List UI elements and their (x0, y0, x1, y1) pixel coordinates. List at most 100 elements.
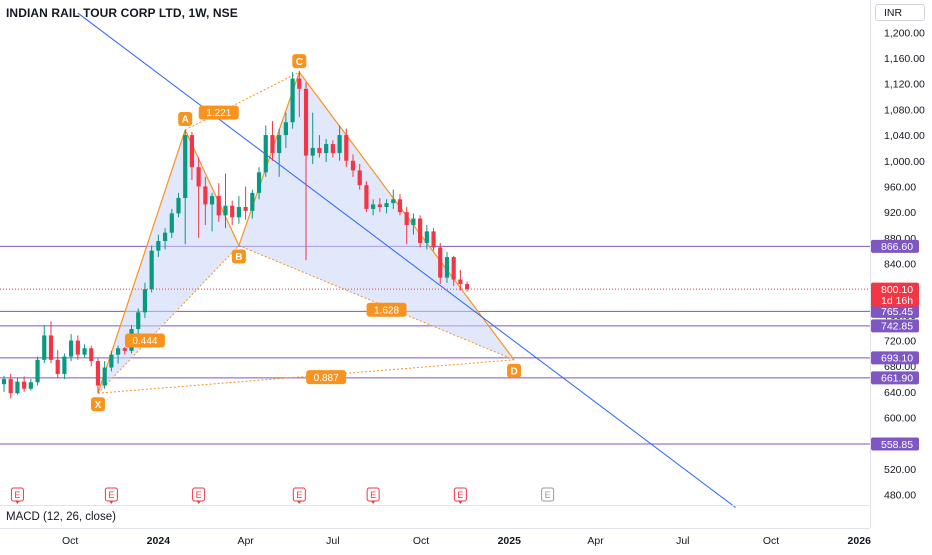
earnings-pointer (196, 501, 201, 504)
earnings-label: E (370, 490, 376, 500)
level-tag-label: 693.10 (881, 353, 913, 365)
y-tick-label: 480.00 (884, 490, 916, 502)
y-tick-label: 840.00 (884, 259, 916, 271)
pattern-ratio-line (184, 71, 300, 131)
candle (337, 125, 342, 161)
candle-body (48, 335, 54, 360)
candle (297, 70, 302, 118)
earnings-pointer (15, 501, 20, 504)
candle-body (1, 379, 7, 385)
y-tick-label: 600.00 (884, 413, 916, 425)
candle-body (209, 196, 215, 205)
candle (397, 194, 403, 216)
earnings-marker[interactable]: E (192, 487, 206, 504)
candle (55, 350, 60, 378)
pattern-labels: X A B C D 1.221 0.444 1.628 0.887 (90, 54, 522, 412)
pattern-point-badge (292, 54, 307, 69)
candle-body (136, 312, 141, 329)
candle-body (418, 218, 423, 243)
x-tick-label: Jul (676, 535, 689, 547)
earnings-marker[interactable]: E (10, 487, 24, 504)
candle (250, 189, 255, 219)
y-tick-label: 720.00 (884, 336, 916, 348)
candle (69, 334, 74, 362)
pattern-point-a: A (178, 111, 193, 126)
candle-body (102, 367, 107, 386)
earnings-pointer (458, 501, 463, 504)
candle (223, 173, 228, 229)
candle (290, 72, 295, 129)
earnings-marker[interactable]: E (292, 487, 306, 504)
candle-body (451, 257, 456, 280)
candle (438, 242, 443, 285)
candle-body (424, 231, 429, 243)
earnings-marker[interactable]: E (104, 487, 118, 504)
pattern-leg (97, 129, 186, 394)
trendline-layer (77, 12, 736, 508)
candle (115, 345, 121, 364)
candle-body (15, 381, 20, 394)
y-tick-label: 920.00 (884, 207, 916, 219)
candle (230, 200, 235, 225)
candle (209, 192, 215, 232)
macd-indicator-label[interactable]: MACD (12, 26, close) (6, 511, 116, 523)
x-tick-label: Apr (237, 535, 254, 547)
candle (122, 346, 127, 355)
candle-body (62, 356, 67, 374)
pattern-point-label: D (510, 366, 517, 377)
candle (404, 206, 409, 245)
candle-body (404, 212, 409, 225)
candle-body (223, 205, 228, 216)
pattern-leg (184, 129, 240, 246)
candle (270, 120, 275, 161)
pattern-point-c: C (292, 54, 307, 69)
x-tick-label: Oct (763, 535, 779, 547)
pattern-ratio-label: 1.628 (374, 305, 399, 316)
candle (82, 344, 87, 358)
candle (149, 245, 154, 293)
candle (162, 228, 168, 250)
candle (136, 308, 141, 336)
symbol-title[interactable]: INDIAN RAIL TOUR CORP LTD, 1W, NSE (6, 6, 238, 20)
candle-body (236, 206, 242, 218)
pattern-point-badge (90, 397, 105, 412)
level-tag-label: 765.45 (881, 306, 913, 318)
candle (243, 186, 248, 220)
candle (310, 112, 315, 164)
earnings-badge (541, 487, 555, 502)
candle (431, 228, 436, 251)
level-tag (871, 437, 919, 451)
y-tick-label: 640.00 (884, 387, 916, 399)
earnings-marker[interactable]: E (453, 487, 467, 504)
candle (109, 350, 114, 372)
candle (256, 167, 262, 200)
candle (391, 189, 396, 209)
candle (324, 138, 329, 163)
y-tick-label: 1,040.00 (884, 130, 925, 142)
candle-body (250, 192, 255, 211)
candle-body (22, 381, 27, 389)
candle (196, 157, 201, 238)
currency-selector[interactable]: INR (875, 4, 925, 21)
candle-body (89, 348, 94, 362)
earnings-label: E (457, 490, 463, 500)
earnings-marker[interactable]: E (366, 487, 380, 504)
candle (22, 376, 27, 392)
candle-body (95, 361, 101, 386)
candle-body (142, 289, 148, 313)
pattern-point-badge (178, 111, 193, 126)
candle-body (290, 78, 295, 123)
pattern-ratio-line (97, 359, 515, 394)
earnings-marker[interactable]: E (541, 487, 555, 502)
pattern-point-label: A (182, 115, 189, 126)
pattern-ratio-badge (124, 333, 165, 348)
x-tick-label: 2026 (848, 535, 872, 547)
candle-body (357, 170, 362, 186)
y-tick-label: 1,000.00 (884, 156, 925, 168)
candle-body (243, 206, 248, 211)
pattern-point-badge (507, 363, 522, 378)
pattern-point-x: X (90, 397, 105, 412)
level-tag-label: 866.60 (881, 241, 913, 253)
